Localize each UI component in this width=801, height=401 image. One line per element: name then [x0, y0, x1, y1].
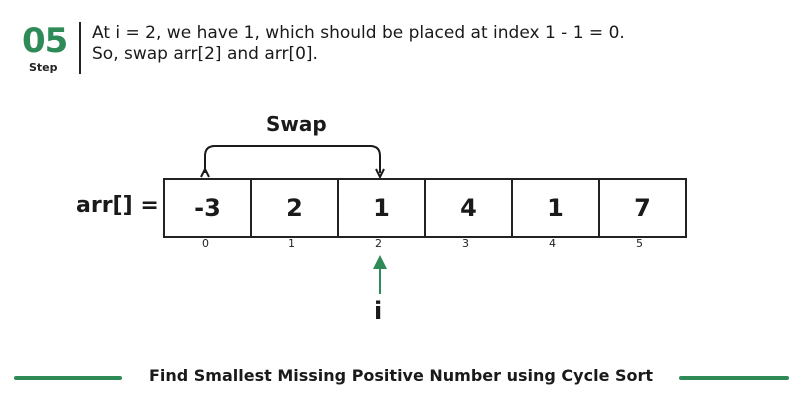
step-divider — [79, 22, 81, 74]
array-index: 1 — [288, 237, 295, 250]
swap-label: Swap — [266, 112, 327, 136]
array-index: 4 — [549, 237, 556, 250]
array-index: 2 — [375, 237, 382, 250]
array-index: 5 — [636, 237, 643, 250]
step-description: At i = 2, we have 1, which should be pla… — [92, 23, 625, 65]
array-label: arr[] = — [76, 193, 159, 218]
step-label: Step — [29, 61, 58, 74]
array-index: 3 — [462, 237, 469, 250]
array-indices: 0 1 2 3 4 5 — [163, 237, 683, 250]
array-cell: 1 — [511, 178, 600, 238]
array-cell: 4 — [424, 178, 513, 238]
array-cell: 1 — [337, 178, 426, 238]
array-cell: 7 — [598, 178, 687, 238]
footer-title: Find Smallest Missing Positive Number us… — [148, 366, 654, 385]
array-cell: 2 — [250, 178, 339, 238]
array-index: 0 — [202, 237, 209, 250]
swap-arrow — [205, 145, 380, 173]
pointer-label: i — [374, 297, 383, 325]
array-cells: -3 2 1 4 1 7 — [163, 178, 687, 238]
footer-line-right — [679, 376, 789, 380]
footer-line-left — [14, 376, 122, 380]
array-cell: -3 — [163, 178, 252, 238]
step-number: 05 — [22, 21, 68, 61]
description-line-1: At i = 2, we have 1, which should be pla… — [92, 23, 625, 43]
description-line-2: So, swap arr[2] and arr[0]. — [92, 44, 318, 64]
